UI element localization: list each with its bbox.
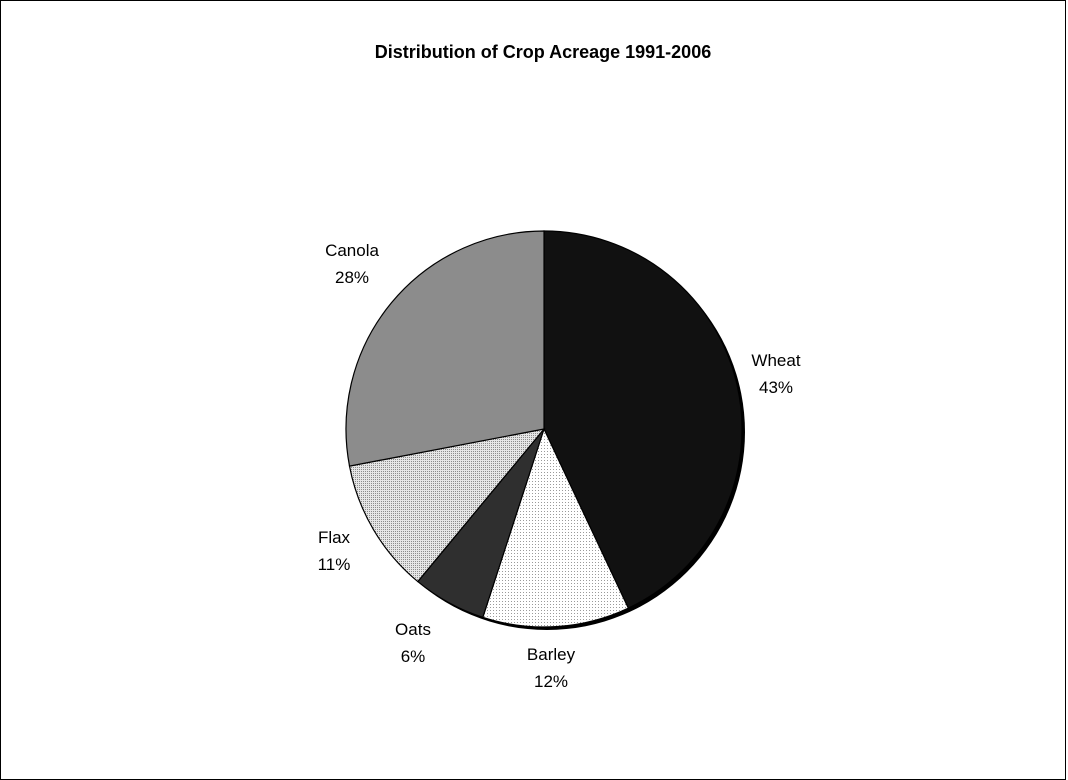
- pie-slice-barley: [482, 427, 630, 628]
- pie-slice-wheat: [543, 230, 743, 609]
- slice-label-wheat: Wheat: [751, 351, 800, 370]
- slice-value-label-barley: 12%: [534, 672, 568, 691]
- pie-slice-canola: [345, 230, 545, 467]
- slice-label-barley: Barley: [527, 645, 576, 664]
- chart-title: Distribution of Crop Acreage 1991-2006: [375, 42, 711, 62]
- slice-value-label-oats: 6%: [401, 647, 426, 666]
- slice-label-oats: Oats: [395, 620, 431, 639]
- slice-value-label-canola: 28%: [335, 268, 369, 287]
- slice-label-canola: Canola: [325, 241, 379, 260]
- pie-slice-flax: [348, 428, 546, 583]
- slice-value-label-flax: 11%: [318, 555, 351, 574]
- pie-labels: Wheat 43% Barley 12% Oats 6% Flax 11% Canola 28%: [318, 241, 801, 691]
- slice-value-label-wheat: 43%: [759, 378, 793, 397]
- slice-label-flax: Flax: [318, 528, 351, 547]
- pie-slices: [345, 230, 743, 628]
